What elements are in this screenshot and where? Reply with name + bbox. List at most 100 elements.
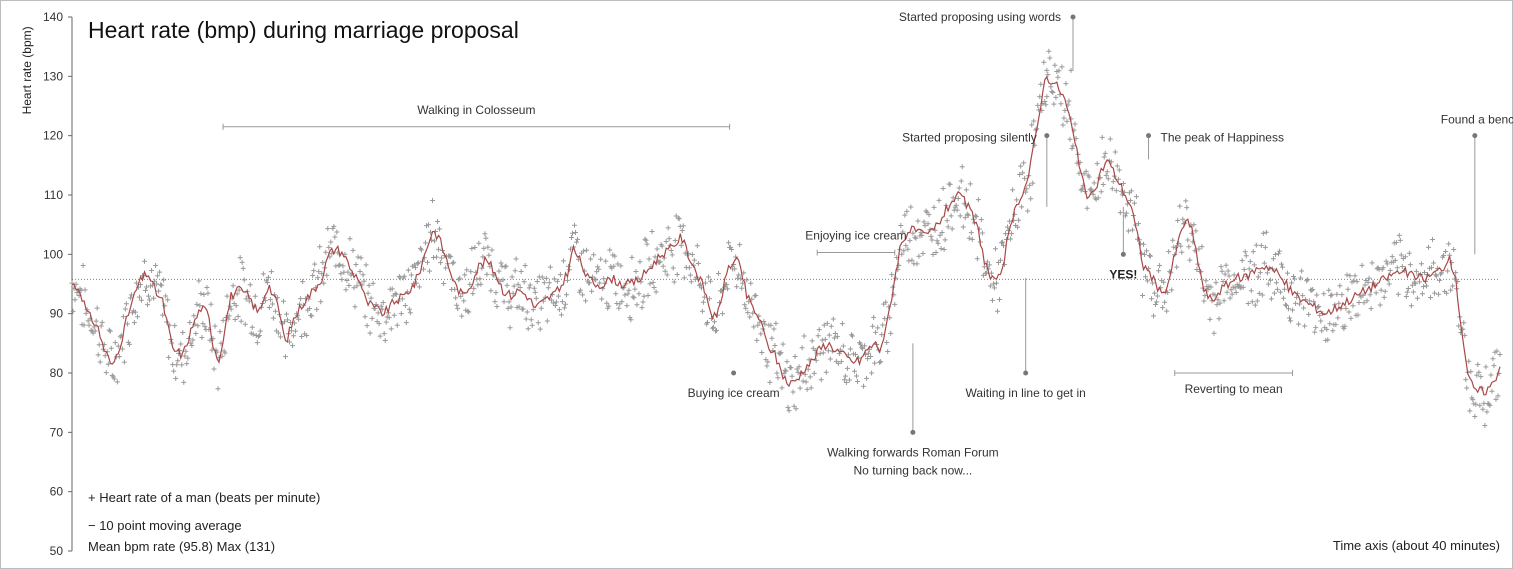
scatter-point: [631, 295, 637, 301]
scatter-point: [702, 280, 708, 286]
scatter-point: [764, 363, 770, 369]
scatter-point: [435, 218, 441, 224]
scatter-point: [1216, 316, 1222, 322]
scatter-point: [83, 310, 89, 316]
scatter-point: [1154, 299, 1160, 305]
scatter-point: [847, 346, 853, 352]
scatter-point: [1490, 356, 1496, 362]
scatter-point: [1378, 287, 1384, 293]
scatter-point: [955, 196, 961, 202]
scatter-point: [853, 373, 859, 379]
scatter-point: [775, 375, 781, 381]
scatter-point: [845, 352, 851, 358]
scatter-point: [1362, 282, 1368, 288]
scatter-point: [864, 375, 870, 381]
scatter-point: [458, 293, 464, 299]
scatter-point: [1044, 94, 1050, 100]
scatter-point: [69, 280, 75, 286]
scatter-point: [1298, 275, 1304, 281]
scatter-point: [630, 294, 636, 300]
scatter-point: [1333, 322, 1339, 328]
scatter-point: [1069, 145, 1075, 151]
scatter-point: [734, 284, 740, 290]
scatter-point: [807, 374, 813, 380]
scatter-point: [270, 315, 276, 321]
scatter-point: [543, 275, 549, 281]
scatter-point: [1218, 264, 1224, 270]
scatter-point: [739, 285, 745, 291]
scatter-point: [984, 259, 990, 265]
scatter-point: [298, 296, 304, 302]
scatter-point: [1483, 364, 1489, 370]
scatter-point: [940, 186, 946, 192]
scatter-point: [1145, 278, 1151, 284]
scatter-point: [362, 314, 368, 320]
scatter-point: [932, 227, 938, 233]
scatter-point: [1450, 283, 1456, 289]
scatter-point: [1141, 241, 1146, 247]
scatter-point: [326, 244, 332, 250]
scatter-point: [227, 303, 233, 309]
scatter-point: [599, 296, 605, 302]
scatter-point: [86, 322, 92, 328]
scatter-point: [143, 287, 149, 293]
scatter-point: [1341, 326, 1347, 332]
scatter-series: [69, 48, 1503, 428]
scatter-point: [1281, 286, 1287, 292]
scatter-point: [695, 260, 701, 266]
scatter-point: [842, 373, 848, 379]
scatter-point: [1215, 297, 1221, 303]
scatter-point: [360, 272, 366, 278]
scatter-point: [1020, 170, 1026, 176]
scatter-point: [1149, 296, 1155, 302]
scatter-point: [1271, 290, 1277, 296]
scatter-point: [803, 379, 809, 385]
scatter-point: [1434, 273, 1440, 279]
scatter-point: [820, 350, 826, 356]
scatter-point: [650, 279, 656, 285]
scatter-point: [124, 321, 130, 327]
scatter-point: [535, 320, 541, 326]
scatter-point: [420, 266, 426, 272]
scatter-point: [626, 287, 632, 293]
scatter-point: [1292, 276, 1298, 282]
scatter-point: [1355, 312, 1361, 318]
scatter-point: [1382, 288, 1388, 294]
scatter-point: [788, 365, 794, 371]
scatter-point: [502, 264, 508, 270]
scatter-point: [232, 316, 238, 322]
scatter-point: [1091, 180, 1097, 186]
scatter-point: [122, 306, 128, 312]
scatter-point: [1293, 300, 1299, 306]
scatter-point: [437, 226, 443, 232]
scatter-point: [1152, 290, 1158, 296]
scatter-point: [132, 309, 138, 315]
scatter-point: [1053, 94, 1059, 100]
scatter-point: [506, 299, 512, 305]
scatter-point: [383, 319, 389, 325]
scatter-point: [986, 262, 992, 268]
annotation-label: Started proposing using words: [899, 10, 1061, 24]
scatter-point: [1030, 180, 1036, 186]
scatter-point: [200, 321, 206, 327]
scatter-point: [1017, 172, 1023, 178]
scatter-point: [1133, 194, 1139, 200]
scatter-point: [765, 359, 771, 365]
scatter-point: [1191, 222, 1197, 228]
scatter-point: [753, 292, 759, 298]
scatter-point: [838, 359, 844, 365]
scatter-point: [687, 272, 693, 278]
scatter-point: [892, 301, 898, 307]
scatter-point: [818, 377, 824, 383]
annotation-label: Started proposing silently: [902, 131, 1037, 145]
scatter-point: [745, 310, 751, 316]
scatter-point: [789, 373, 795, 379]
scatter-point: [241, 277, 247, 283]
legend-line: − 10 point moving average: [88, 518, 242, 533]
scatter-point: [1273, 280, 1279, 286]
scatter-point: [195, 323, 201, 329]
scatter-point: [1229, 291, 1235, 297]
scatter-point: [965, 212, 971, 218]
scatter-point: [285, 317, 291, 323]
